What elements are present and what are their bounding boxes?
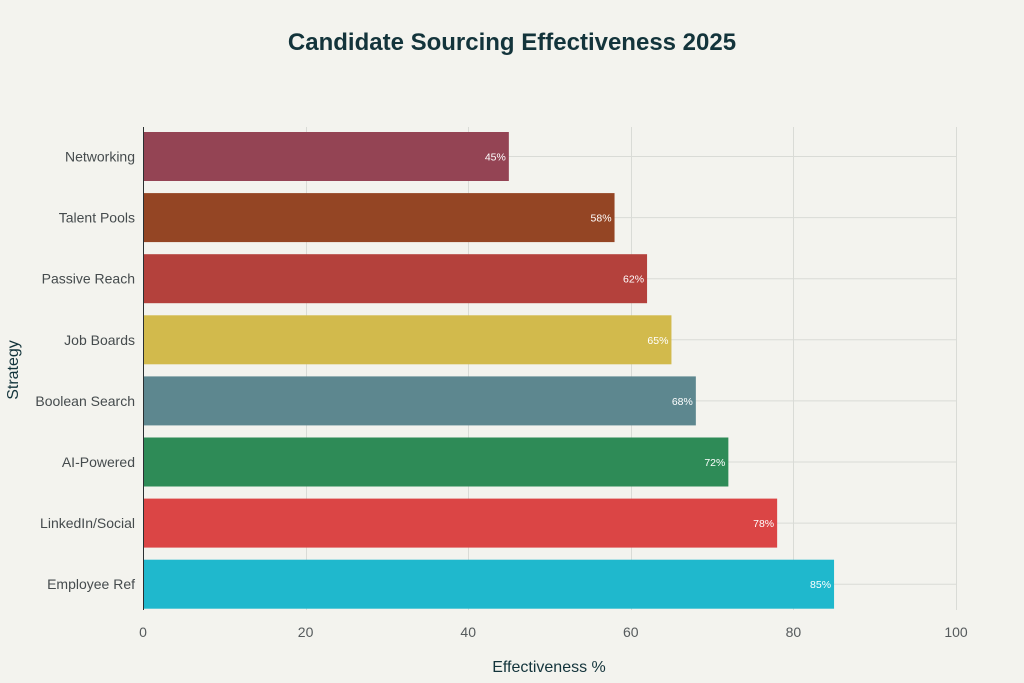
- bar: [144, 559, 835, 609]
- x-tick-label: 100: [944, 624, 968, 640]
- chart-title: Candidate Sourcing Effectiveness 2025: [288, 29, 736, 56]
- bars: [144, 132, 835, 609]
- x-axis-title: Effectiveness %: [492, 659, 606, 676]
- bar: [144, 498, 778, 548]
- y-axis-title: Strategy: [5, 340, 22, 400]
- category-label: LinkedIn/Social: [40, 515, 135, 531]
- bar: [144, 132, 509, 181]
- bar-value-label: 65%: [647, 335, 668, 347]
- data-labels: 45% 58% 62% 65% 68% 72% 78% 85%: [485, 152, 831, 592]
- bar-value-label: 62%: [623, 274, 644, 286]
- bar-value-label: 68%: [672, 396, 693, 408]
- bar: [144, 193, 615, 243]
- category-label: Employee Ref: [47, 576, 135, 592]
- bar-value-label: 45%: [485, 152, 506, 164]
- bar-value-label: 78%: [753, 518, 774, 530]
- bar-value-label: 72%: [704, 457, 725, 469]
- bar: [144, 376, 696, 426]
- x-tick-label: 0: [139, 624, 147, 640]
- x-tick-label: 60: [623, 624, 639, 640]
- bar: [144, 315, 672, 365]
- category-labels: Networking Talent Pools Passive Reach Job B…: [35, 149, 135, 593]
- x-tick-label: 40: [460, 624, 476, 640]
- category-label: AI-Powered: [62, 454, 135, 470]
- bar: [144, 254, 648, 304]
- category-label: Talent Pools: [59, 210, 135, 226]
- bar: [144, 437, 729, 487]
- category-label: Passive Reach: [42, 271, 135, 287]
- category-label: Boolean Search: [35, 393, 135, 409]
- bar-value-label: 58%: [591, 213, 612, 225]
- category-label: Networking: [65, 149, 135, 165]
- x-tick-labels: 0 20 40 60 80 100: [139, 624, 968, 640]
- x-tick-label: 80: [786, 624, 802, 640]
- bar-value-label: 85%: [810, 579, 831, 591]
- x-tick-label: 20: [298, 624, 314, 640]
- category-label: Job Boards: [64, 332, 135, 348]
